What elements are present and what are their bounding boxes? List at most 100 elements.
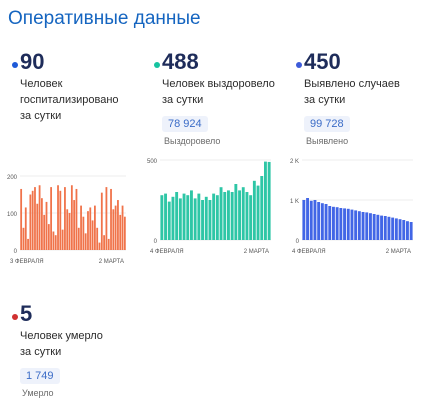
bar: [238, 190, 241, 240]
recovered-description: Человек выздоровело за сутки: [150, 76, 285, 108]
bar: [201, 200, 204, 240]
desc-line: Человек выздоровело: [162, 78, 275, 90]
bar: [24, 207, 27, 250]
bar: [114, 205, 117, 250]
x-start-label: 3 ФЕВРАЛЯ: [10, 259, 44, 265]
bar: [256, 185, 260, 240]
bar: [215, 195, 219, 240]
detected-chart: 0 1 K 2 K 4 ФЕВРАЛЯ 2 МАРТА: [290, 159, 413, 255]
bar: [87, 211, 89, 250]
bar: [40, 198, 43, 250]
bar: [100, 192, 103, 250]
bar: [160, 195, 164, 240]
bar: [320, 203, 324, 240]
deaths-total-label: Умерло: [22, 388, 54, 398]
x-end-label: 2 МАРТА: [99, 259, 124, 265]
bar: [339, 208, 343, 240]
bar: [369, 213, 372, 240]
bar: [343, 208, 346, 240]
bar: [89, 207, 92, 250]
x-start-label: 4 ФЕВРАЛЯ: [292, 249, 326, 255]
x-end-label: 2 МАРТА: [386, 249, 411, 255]
bar: [171, 196, 175, 240]
bar: [186, 195, 190, 240]
desc-line: за сутки: [304, 94, 346, 106]
bar: [227, 190, 230, 240]
deaths-count: 5: [20, 301, 33, 326]
bar: [36, 203, 39, 250]
bar: [267, 161, 271, 240]
x-end-label: 2 МАРТА: [244, 249, 269, 255]
detected-description: Выявлено случаев за сутки: [292, 76, 427, 108]
bar: [47, 224, 50, 250]
bar: [123, 216, 126, 250]
y-tick-label: 200: [7, 175, 18, 181]
bar: [73, 200, 76, 250]
desc-line: за сутки: [20, 346, 62, 358]
y-tick-label: 2 K: [290, 159, 299, 165]
recovered-chart: 0 500 4 ФЕВРАЛЯ 2 МАРТА: [147, 159, 271, 255]
y-tick-label: 100: [7, 212, 18, 218]
bar: [112, 209, 115, 250]
bar: [93, 205, 96, 250]
hospitalized-count: 90: [20, 49, 45, 74]
bar: [50, 187, 53, 250]
x-start-label: 4 ФЕВРАЛЯ: [150, 249, 184, 255]
bar: [190, 190, 193, 240]
bar: [68, 213, 71, 250]
desc-line: Человек: [20, 78, 63, 90]
bar: [27, 238, 29, 250]
bar: [372, 214, 376, 240]
bar: [77, 227, 80, 250]
desc-line: Выявлено случаев: [304, 78, 400, 90]
bar: [387, 216, 391, 240]
bar: [66, 209, 69, 250]
desc-line: Человек умерло: [20, 330, 103, 342]
desc-line: за сутки: [20, 110, 62, 122]
bar: [197, 193, 201, 240]
bar: [212, 193, 216, 240]
page-title: Оперативные данные: [8, 8, 201, 29]
bar: [84, 233, 87, 250]
recovered-total-label: Выздоровело: [164, 136, 221, 146]
bar: [110, 188, 112, 250]
bar: [204, 196, 208, 240]
bar: [249, 195, 253, 240]
detected-count: 450: [304, 49, 341, 74]
bar: [167, 201, 171, 240]
bar: [346, 208, 350, 240]
bar: [376, 214, 380, 240]
bar: [306, 198, 309, 240]
bar: [361, 212, 365, 240]
bar: [38, 185, 41, 250]
bar: [230, 192, 234, 240]
recovered-total: 78 924: [162, 116, 208, 132]
bar: [309, 200, 313, 240]
indicator-dot: [296, 62, 302, 68]
bar: [332, 206, 335, 240]
detected-total: 99 728: [304, 116, 350, 132]
indicator-dot: [154, 62, 160, 68]
deaths-total: 1 749: [20, 368, 60, 384]
bar: [29, 194, 32, 250]
bar: [223, 192, 227, 240]
bar: [75, 188, 78, 250]
bar: [409, 222, 413, 240]
bar: [252, 180, 256, 240]
bar: [328, 206, 332, 240]
indicator-dot: [12, 314, 18, 320]
bar: [219, 187, 223, 240]
bar: [383, 216, 387, 240]
bar: [70, 185, 73, 250]
hospitalized-description: Человек госпитализировано за сутки: [8, 76, 143, 124]
bar: [208, 200, 212, 240]
bar: [117, 200, 119, 250]
bar: [354, 210, 358, 240]
bar: [22, 227, 25, 250]
bar: [20, 188, 23, 250]
y-tick-label: 0: [296, 239, 300, 245]
deaths-description: Человек умерло за сутки: [8, 328, 143, 360]
bar: [260, 176, 264, 240]
bar: [96, 227, 99, 250]
bar: [365, 212, 369, 240]
